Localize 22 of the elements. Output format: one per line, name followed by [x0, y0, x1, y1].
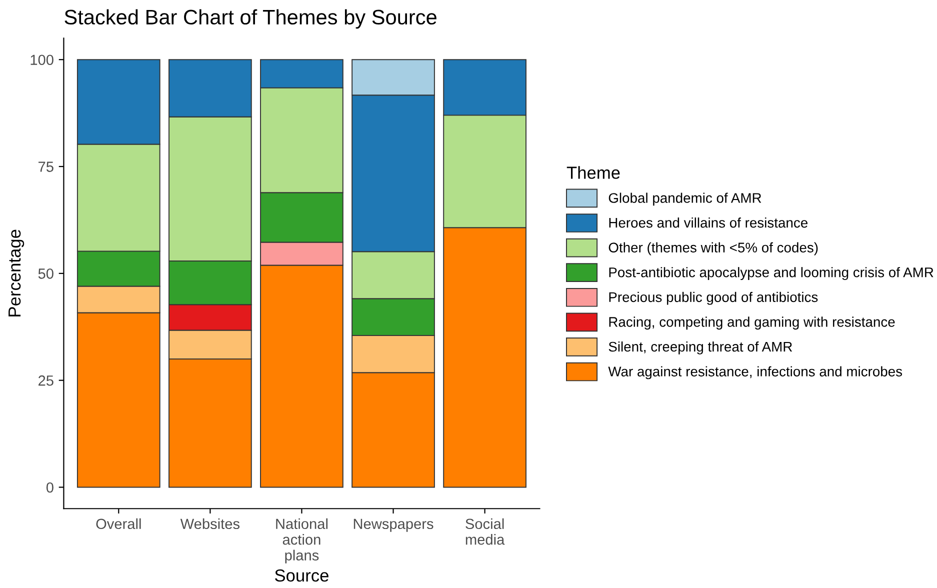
x-axis-title: Source	[275, 569, 328, 582]
legend-label: Silent, creeping threat of AMR	[608, 341, 792, 354]
legend-title: Theme	[566, 166, 620, 179]
legend-label: Heroes and villains of resistance	[609, 217, 808, 228]
legend-label: Post-antibiotic apocalypse and looming crisis of AMR	[609, 267, 934, 280]
y-tick-label: 75	[38, 162, 54, 172]
legend-label: Global pandemic of AMR	[608, 192, 762, 206]
y-tick-label: 50	[38, 268, 54, 279]
y-tick-label: 25	[38, 375, 54, 386]
x-tick-label: National action plans	[276, 518, 328, 564]
y-axis-title: Percentage	[8, 230, 24, 316]
x-tick-label: Social media	[466, 518, 505, 545]
x-tick-label: Overall	[96, 518, 141, 530]
legend-label: Other (themes with <5% of codes)	[608, 242, 818, 256]
legend-label: Racing, competing and gaming with resistance	[609, 316, 895, 330]
y-tick-label: 100	[30, 54, 54, 66]
chart-title: Stacked Bar Chart of Themes by Source	[64, 9, 436, 29]
x-tick-label: Websites	[180, 518, 240, 530]
y-tick-label: 0	[46, 482, 54, 493]
x-tick-label: Newspapers	[354, 518, 434, 532]
legend-label: War against resistance, infections and microbes	[608, 366, 902, 380]
legend-label: Precious public good of antibiotics	[609, 292, 818, 305]
